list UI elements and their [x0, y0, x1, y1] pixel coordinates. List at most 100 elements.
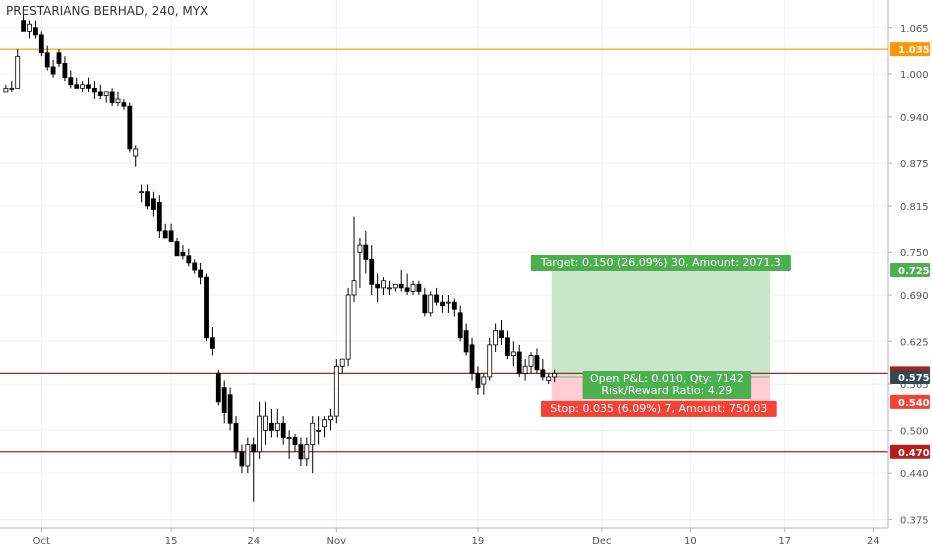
candle-body — [375, 283, 381, 289]
y-tick-label: 0.815 — [900, 202, 929, 213]
candle-body — [274, 422, 280, 431]
candle-body — [109, 91, 115, 104]
candle-body — [280, 422, 286, 438]
candle-body — [245, 444, 251, 467]
candle-body — [286, 437, 292, 439]
candle-body — [357, 244, 363, 253]
candle-body — [510, 351, 516, 356]
candle-body — [481, 376, 487, 385]
price-label-bg — [890, 444, 930, 459]
candle-body — [292, 437, 298, 446]
candle-body — [50, 66, 56, 75]
candle-body — [257, 415, 263, 453]
candles — [3, 13, 558, 502]
x-tick-label-15: 15 — [165, 536, 178, 547]
candle-body — [469, 344, 475, 374]
candle-body — [168, 230, 174, 242]
candle-body — [145, 191, 150, 207]
candle-body — [322, 419, 327, 428]
candle-body — [463, 330, 469, 353]
candle-body — [363, 244, 369, 260]
candle-body — [80, 84, 86, 89]
y-tick-label: 0.625 — [900, 337, 929, 348]
candle-body — [298, 444, 304, 460]
candle-body — [528, 355, 534, 367]
x-tick-label-19: 19 — [472, 536, 485, 547]
candle-body — [534, 355, 540, 371]
candle-body — [21, 20, 27, 32]
candle-body — [505, 337, 510, 356]
x-axis: Oct 15 24 Nov 19 Dec 10 17 24 — [0, 527, 932, 550]
candle-body — [351, 280, 357, 296]
candle-body — [546, 376, 552, 381]
stop-label: Stop: 0.035 (6.09%) 7, Amount: 750.03 — [540, 400, 777, 417]
candle-body — [339, 358, 345, 367]
candle-body — [204, 276, 209, 339]
candle-body — [552, 372, 558, 378]
price-label-bg — [890, 42, 930, 57]
y-tick-label: 0.500 — [900, 426, 929, 437]
x-tick-label-Dec: Dec — [592, 536, 611, 547]
y-tick-label: 0.690 — [900, 291, 929, 302]
candle-body — [304, 444, 310, 460]
candle-body — [451, 301, 457, 310]
price-label-0.540: 0.540 — [898, 398, 930, 409]
price-label-0.725: 0.725 — [898, 266, 930, 277]
price-label-bg — [890, 394, 930, 409]
candle-body — [381, 280, 386, 289]
y-tick-label: 0.375 — [900, 515, 929, 526]
candle-body — [74, 84, 80, 89]
candle-body — [227, 394, 233, 424]
pnl-label-bg — [582, 370, 752, 399]
price-label-0.470: 0.470 — [898, 448, 930, 459]
candle-body — [475, 372, 481, 389]
candle-body — [410, 283, 416, 292]
y-tick-label: 0.875 — [900, 159, 929, 170]
candle-body — [68, 77, 74, 86]
candle-body — [457, 312, 463, 339]
candle-body — [440, 301, 445, 307]
candle-body — [186, 255, 192, 264]
candle-body — [174, 241, 180, 257]
price-label-0.575: 0.575 — [898, 373, 930, 384]
y-tick-label: 0.750 — [900, 248, 929, 259]
candle-body — [233, 422, 239, 453]
candle-body — [121, 102, 127, 107]
candle-body — [151, 198, 156, 210]
candle-body — [180, 251, 186, 257]
candle-body — [162, 230, 168, 239]
candle-body — [493, 330, 499, 346]
candle-body — [316, 429, 322, 432]
candle-body — [15, 55, 21, 89]
x-axis-bg — [0, 528, 932, 550]
candle-body — [103, 91, 109, 96]
candle-body — [32, 27, 38, 36]
candle-body — [516, 351, 522, 374]
candle-body — [210, 337, 215, 349]
candle-body — [198, 269, 204, 278]
stop-label-text: Stop: 0.035 (6.09%) 7, Amount: 750.03 — [550, 402, 767, 415]
candle-body — [499, 330, 504, 339]
candle-body — [422, 294, 428, 314]
candle-body — [133, 148, 139, 157]
candle-body — [540, 369, 546, 378]
candle-body — [56, 52, 62, 64]
price-label-1.035: 1.035 — [898, 45, 930, 56]
candle-body — [269, 422, 274, 431]
y-tick-label: 0.565 — [900, 380, 929, 391]
candle-body — [44, 52, 50, 68]
y-tick-label: 1.065 — [900, 24, 929, 35]
price-label-bg — [890, 369, 930, 384]
candle-body — [310, 422, 316, 446]
candle-body — [221, 387, 227, 413]
target-label-text: Target: 0.150 (26.09%) 30, Amount: 2071.… — [540, 256, 781, 269]
chart-title: PRESTARIANG BERHAD, 240, MYX — [6, 4, 209, 18]
candle-body — [192, 262, 198, 271]
x-tick-label-10: 10 — [684, 536, 697, 547]
candle-body — [27, 23, 32, 32]
candle-body — [345, 294, 351, 360]
x-tick-label-17: 17 — [778, 536, 791, 547]
candle-body — [86, 84, 91, 89]
